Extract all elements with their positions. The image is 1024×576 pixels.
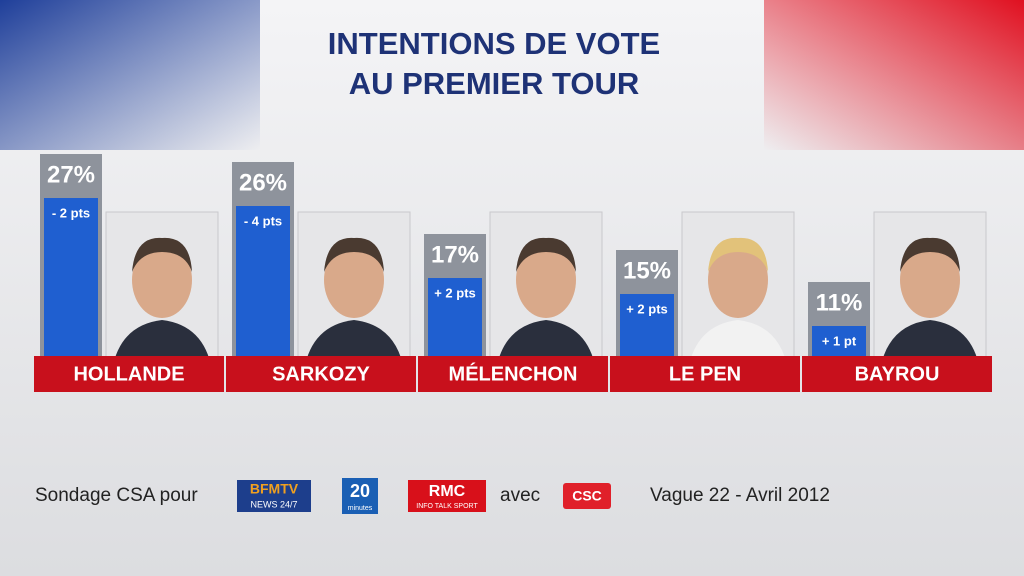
flag-red <box>764 0 1024 150</box>
logo-text: NEWS 24/7 <box>250 499 297 509</box>
change-label: + 1 pt <box>822 333 857 348</box>
change-box <box>236 206 290 370</box>
change-label: - 2 pts <box>52 205 90 220</box>
value-label: 17% <box>431 241 479 268</box>
x-tick-label: LE PEN <box>669 363 741 385</box>
photo-face <box>900 242 960 318</box>
x-tick-label: SARKOZY <box>272 363 370 385</box>
name-banner <box>226 356 416 392</box>
photo-hair <box>516 237 576 272</box>
logo <box>408 480 486 512</box>
photo-hair <box>900 237 960 272</box>
x-tick-label: MÉLENCHON <box>449 362 578 385</box>
wave: Vague 22 - Avril 2012 <box>650 485 830 506</box>
name-banner <box>418 356 608 392</box>
chart-title: INTENTIONS DE VOTE <box>328 26 660 61</box>
logo-text: minutes <box>348 505 373 512</box>
name-banner <box>34 356 224 392</box>
photo-face <box>708 242 768 318</box>
change-box <box>44 198 98 370</box>
value-label: 11% <box>816 289 863 316</box>
name-banner <box>610 356 800 392</box>
value-label: 15% <box>623 257 671 284</box>
logo-text: RMC <box>429 483 466 500</box>
value-label: 27% <box>47 161 95 188</box>
photo-hair <box>132 237 192 272</box>
photo-face <box>516 242 576 318</box>
change-label: + 2 pts <box>434 285 476 300</box>
x-tick-label: HOLLANDE <box>73 363 184 385</box>
logo-text: INFO TALK SPORT <box>416 503 478 510</box>
change-label: + 2 pts <box>626 301 668 316</box>
logo-text: 20 <box>350 481 370 501</box>
logo-text: CSC <box>572 488 602 504</box>
chart-title: AU PREMIER TOUR <box>349 66 640 101</box>
value-label: 26% <box>239 169 287 196</box>
photo-face <box>324 242 384 318</box>
flag-blue <box>0 0 260 150</box>
photo-hair <box>324 237 384 272</box>
with: avec <box>500 485 540 506</box>
photo-hair <box>708 237 768 272</box>
photo-face <box>132 242 192 318</box>
logo-text: BFMTV <box>250 481 299 497</box>
plot: 27% - 2 pts HOLLANDE 26% - 4 pts SARKOZY 17% + … <box>34 154 992 392</box>
name-banner <box>802 356 992 392</box>
logo <box>563 483 611 509</box>
logo <box>237 480 311 512</box>
change-box <box>428 278 482 370</box>
logo <box>342 478 378 514</box>
source: Sondage CSA pour <box>35 485 198 506</box>
x-tick-label: BAYROU <box>855 363 940 385</box>
change-label: - 4 pts <box>244 213 282 228</box>
